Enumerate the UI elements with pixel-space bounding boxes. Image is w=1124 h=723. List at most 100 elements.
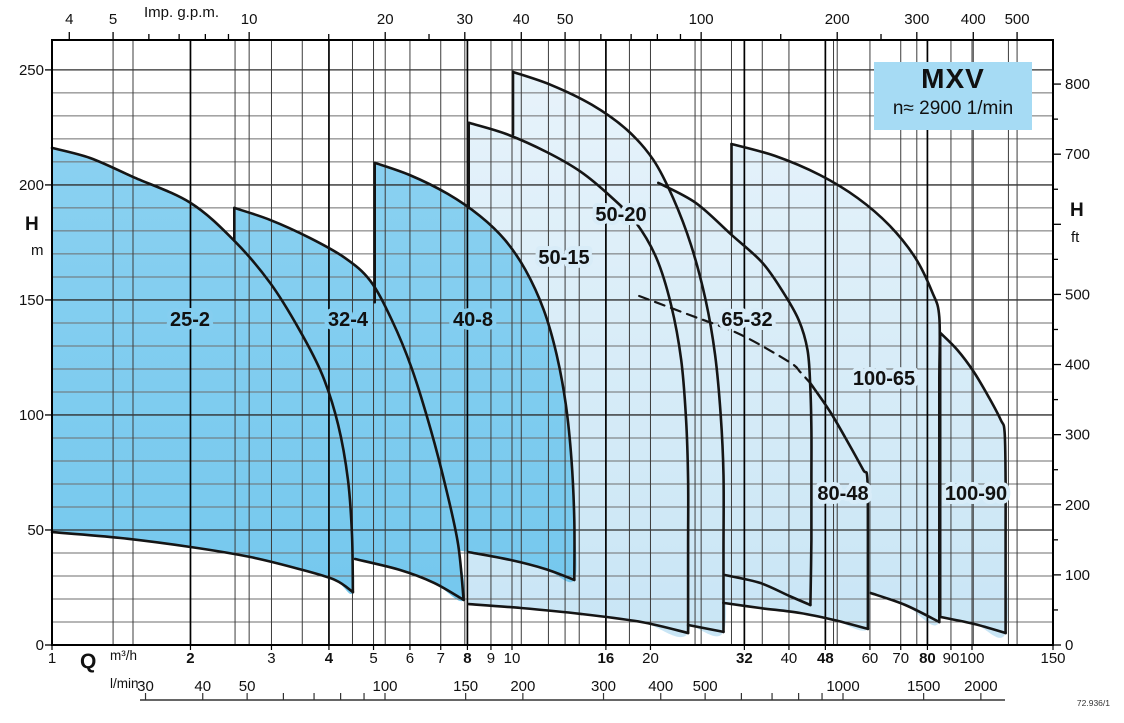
top-tick-label: 4 (65, 11, 73, 28)
envelope-label-100-90: 100-90 (945, 483, 1007, 505)
m3h-label: 150 (1040, 650, 1065, 667)
right-tick-label: 0 (1065, 637, 1073, 654)
top-tick-label: 20 (377, 11, 394, 28)
envelope-outlines (50, 70, 1007, 635)
envelope-fill-40-8 (374, 162, 577, 583)
envelope-bottom-65-32 (724, 573, 812, 607)
lmin-label: 200 (510, 678, 535, 695)
envelope-label-25-2: 25-2 (170, 309, 210, 331)
envelope-bottom-40-8 (467, 550, 576, 582)
left-tick-label: 50 (27, 522, 44, 539)
envelope-top-hidden-80-48 (638, 294, 812, 385)
top-tick-label: 50 (557, 11, 574, 28)
m3h-label: 90 (943, 650, 960, 667)
top-tick-label: 300 (904, 11, 929, 28)
envelope-bottom-80-48 (722, 601, 870, 631)
lmin-label: 400 (648, 678, 673, 695)
envelope-bottom-50-20 (686, 623, 725, 634)
envelope-fills (52, 72, 1008, 638)
right-tick-label: 700 (1065, 146, 1090, 163)
axis-labels: 4 5 10 20 30 40 50 100 200 300 400 5000501001502002… (19, 11, 1090, 695)
right-tick-label: 500 (1065, 286, 1090, 303)
m3h-label: 48 (817, 650, 834, 667)
series-title-box: MXV n≈ 2900 1/min (874, 62, 1032, 130)
top-tick-label: 10 (241, 11, 258, 28)
series-title: MXV (921, 63, 985, 94)
m3h-label: 2 (186, 650, 194, 667)
m3h-label: 6 (406, 650, 414, 667)
left-tick-label: 200 (19, 177, 44, 194)
lmin-label: 30 (137, 678, 154, 695)
m3h-label: 70 (892, 650, 909, 667)
m3h-label: 9 (487, 650, 495, 667)
m3h-label: 32 (736, 650, 753, 667)
left-axis-symbol: H (25, 214, 39, 235)
envelope-top-50-15 (467, 121, 690, 635)
lmin-unit-label: l/min (110, 676, 139, 691)
envelope-labels: 25-2 32-4 40-8 50-15 50-20 65-32 100-65 80-48 10… (166, 200, 1011, 509)
lmin-ruler (140, 693, 1005, 701)
envelope-top-25-2 (50, 146, 355, 594)
envelope-bottom-50-15 (467, 602, 690, 635)
envelope-label-100-65: 100-65 (853, 368, 915, 390)
lmin-label: 500 (693, 678, 718, 695)
right-tick-label: 100 (1065, 567, 1090, 584)
lmin-label: 2000 (964, 678, 997, 695)
m3h-unit-label: m³/h (110, 648, 137, 663)
envelope-label-50-15: 50-15 (538, 247, 589, 269)
plot-frame (51, 39, 1054, 646)
envelope-top-65-32 (657, 181, 813, 607)
envelope-fill-100-90 (940, 332, 1008, 638)
left-tick-label: 0 (36, 637, 44, 654)
envelope-bottom-32-4 (353, 557, 465, 602)
drawing-number: 72.936/1 (1076, 698, 1110, 708)
series-speed: n≈ 2900 1/min (892, 98, 1014, 119)
envelope-label-50-20: 50-20 (595, 204, 646, 226)
envelope-bottom-25-2 (50, 530, 355, 594)
envelope-bottom-100-90 (938, 615, 1007, 635)
envelope-top-32-4 (233, 206, 465, 602)
envelope-fill-80-48 (639, 296, 871, 631)
m3h-label: 16 (598, 650, 615, 667)
lmin-label: 1000 (826, 678, 859, 695)
m3h-label: 80 (919, 650, 936, 667)
m3h-label: 3 (267, 650, 275, 667)
left-tick-label: 250 (19, 62, 44, 79)
right-axis-unit: ft (1071, 229, 1080, 246)
right-tick-label: 300 (1065, 427, 1090, 444)
m3h-label: 5 (369, 650, 377, 667)
m3h-label: 8 (463, 650, 471, 667)
envelope-top-100-90 (938, 331, 1007, 635)
top-tick-label: 500 (1005, 11, 1030, 28)
m3h-label: 7 (437, 650, 445, 667)
left-tick-label: 150 (19, 292, 44, 309)
envelope-top-40-8 (373, 161, 576, 582)
envelope-label-80-48: 80-48 (817, 483, 868, 505)
left-tick-label: 100 (19, 407, 44, 424)
envelope-label-65-32: 65-32 (721, 309, 772, 331)
m3h-label: 4 (325, 650, 334, 667)
lmin-label: 1500 (907, 678, 940, 695)
flow-axis-symbol: Q (80, 650, 97, 673)
envelope-label-32-4: 32-4 (328, 309, 369, 331)
top-tick-label: 100 (689, 11, 714, 28)
lmin-label: 50 (239, 678, 256, 695)
envelope-label-40-8: 40-8 (453, 309, 493, 331)
m3h-label: 1 (48, 650, 56, 667)
top-tick-label: 40 (513, 11, 530, 28)
right-axis-symbol: H (1070, 200, 1084, 221)
top-tick-label: 5 (109, 11, 117, 28)
lmin-label: 150 (453, 678, 478, 695)
top-tick-label: 30 (456, 11, 473, 28)
right-tick-label: 200 (1065, 497, 1090, 514)
m3h-label: 10 (504, 650, 521, 667)
left-axis-unit: m (31, 242, 44, 259)
top-axis-title: Imp. g.p.m. (144, 4, 220, 21)
right-tick-label: 800 (1065, 76, 1090, 93)
right-tick-label: 400 (1065, 357, 1090, 374)
envelope-top-80-48 (808, 381, 870, 631)
m3h-label: 20 (642, 650, 659, 667)
lmin-label: 40 (194, 678, 211, 695)
